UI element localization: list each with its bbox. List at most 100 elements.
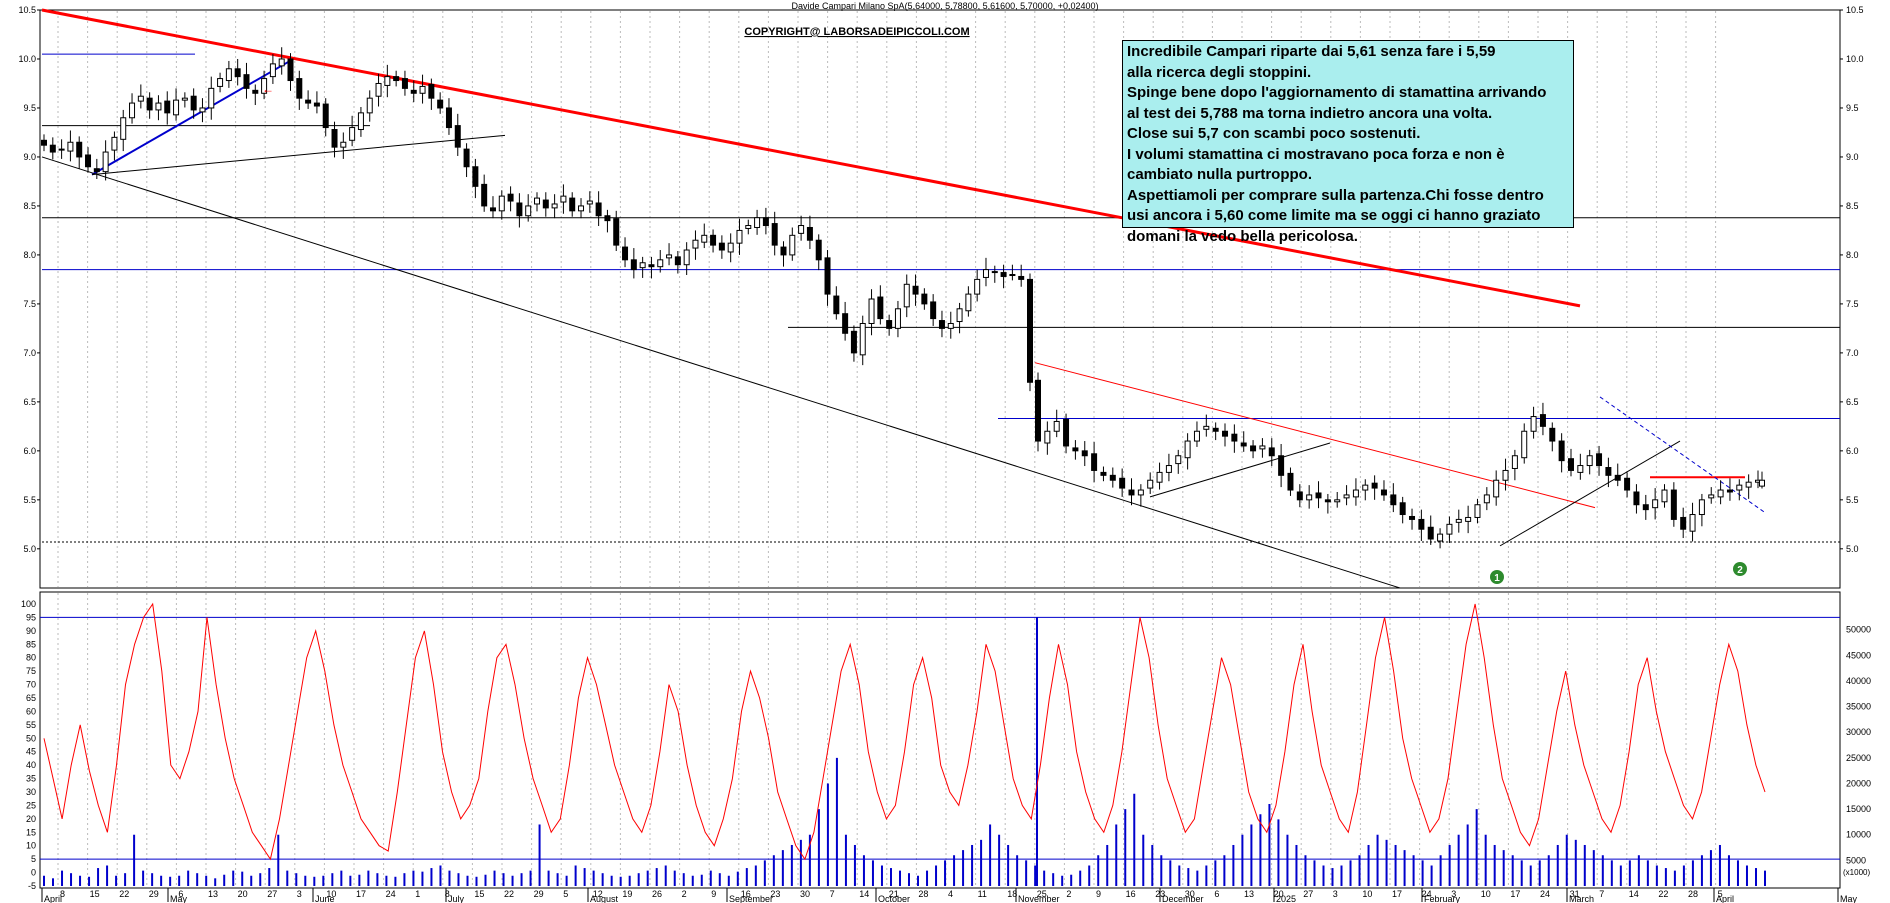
- candle: [1362, 479, 1369, 501]
- x-tick-day: 21: [889, 889, 899, 899]
- candle: [1586, 449, 1593, 475]
- x-tick-day: 13: [208, 889, 218, 899]
- x-tick-month: February: [1424, 894, 1461, 903]
- candle: [622, 237, 629, 268]
- candle: [1661, 484, 1668, 508]
- y-tick-label: 5.5: [23, 495, 36, 505]
- x-tick-day: 16: [1126, 889, 1136, 899]
- x-tick-day: 2: [682, 889, 687, 899]
- candle: [85, 147, 92, 173]
- commentary-line: usi ancora i 5,60 come limite ma se oggi…: [1127, 207, 1541, 224]
- y-tick-label: 6.0: [1846, 446, 1859, 456]
- candle: [1027, 273, 1033, 392]
- candle: [1624, 472, 1631, 498]
- candle: [1521, 423, 1528, 464]
- candle: [366, 90, 373, 122]
- commentary-line: alla ricerca degli stoppini.: [1127, 63, 1312, 81]
- candle: [49, 137, 56, 160]
- y-tick-label: 40: [26, 760, 36, 770]
- candle: [1577, 453, 1584, 480]
- candle: [701, 223, 708, 249]
- candle: [1306, 485, 1313, 509]
- candle: [525, 194, 532, 222]
- candle: [1680, 507, 1687, 539]
- x-tick-day: 7: [1599, 889, 1604, 899]
- candle: [287, 53, 294, 91]
- candle: [938, 310, 945, 338]
- candle: [956, 302, 963, 334]
- candle: [1399, 496, 1406, 524]
- y-tick-label: 15000: [1846, 804, 1871, 814]
- candle: [894, 300, 901, 338]
- x-tick-day: 4: [948, 889, 953, 899]
- price-y-axis-right: 10.5 10.0 9.5 9.0 8.5 8.0 7.5 7.0 6.5 6.0 5.5 5.0: [1840, 5, 1864, 554]
- candle: [1147, 472, 1154, 494]
- candle: [146, 92, 153, 119]
- x-tick-day: 14: [859, 889, 869, 899]
- candle: [234, 58, 241, 86]
- x-tick-day: 12: [593, 889, 603, 899]
- x-tick-month: May: [1840, 894, 1858, 903]
- candle: [1053, 409, 1060, 438]
- x-tick-day: 14: [1629, 889, 1639, 899]
- candle: [67, 130, 74, 162]
- candle: [1250, 440, 1257, 459]
- y-tick-label: 5: [31, 854, 36, 864]
- candle: [771, 211, 778, 256]
- candle: [217, 72, 224, 93]
- x-tick-day: 6: [178, 889, 183, 899]
- candle: [129, 93, 136, 124]
- candle: [1109, 467, 1116, 488]
- candle: [384, 64, 391, 98]
- candle: [692, 230, 699, 260]
- candle: [1652, 488, 1659, 520]
- candle: [454, 113, 461, 156]
- commentary-line: domani la vedo bella pericolosa.: [1127, 227, 1358, 245]
- candle: [613, 210, 620, 251]
- y-tick-label: 10.5: [18, 5, 36, 15]
- y-tick-label: 7.5: [23, 299, 36, 309]
- x-tick-month: November: [1018, 894, 1060, 903]
- y-tick-label: 50: [26, 733, 36, 743]
- candle: [1063, 413, 1070, 454]
- candle: [762, 207, 769, 235]
- candle: [912, 274, 919, 306]
- candle: [639, 256, 646, 278]
- candle: [974, 269, 981, 302]
- candle: [1091, 442, 1098, 483]
- y-tick-label: 9.0: [1846, 152, 1859, 162]
- x-tick-month: May: [170, 894, 188, 903]
- y-tick-label: 9.0: [23, 152, 36, 162]
- candle: [1502, 458, 1509, 491]
- trendlines: [41, 8, 1766, 589]
- candle: [437, 92, 444, 114]
- x-tick-day: 6: [1214, 889, 1219, 899]
- commentary-line: Incredibile Campari riparte dai 5,61 sen…: [1127, 43, 1496, 60]
- y-tick-label: 5.0: [1846, 544, 1859, 554]
- candle: [850, 325, 857, 362]
- trendline: [91, 134, 506, 176]
- commentary-line: Close sui 5,7 con scambi poco sostenuti.: [1127, 125, 1421, 142]
- x-tick-month: July: [448, 894, 465, 903]
- x-tick-day: 19: [622, 889, 632, 899]
- x-tick-day: 24: [386, 889, 396, 899]
- candle: [551, 194, 558, 219]
- commentary-line: Aspettiamoli per comprare sulla partenza…: [1127, 186, 1544, 204]
- x-tick-day: 26: [652, 889, 662, 899]
- candle: [683, 242, 690, 275]
- candle: [102, 140, 109, 181]
- x-tick-day: 24: [1422, 889, 1432, 899]
- candle: [1689, 502, 1696, 542]
- x-tick-day: 8: [60, 889, 65, 899]
- candle: [947, 311, 954, 339]
- candle: [1483, 487, 1490, 511]
- y-tick-label: 70: [26, 680, 36, 690]
- candle: [542, 192, 549, 217]
- x-tick-day: 28: [1688, 889, 1698, 899]
- y-tick-label: 20: [26, 814, 36, 824]
- candle: [1184, 433, 1191, 470]
- y-tick-label: 0: [31, 868, 36, 878]
- candle: [410, 80, 417, 103]
- y-tick-label: -5: [28, 881, 36, 891]
- candle: [173, 88, 180, 121]
